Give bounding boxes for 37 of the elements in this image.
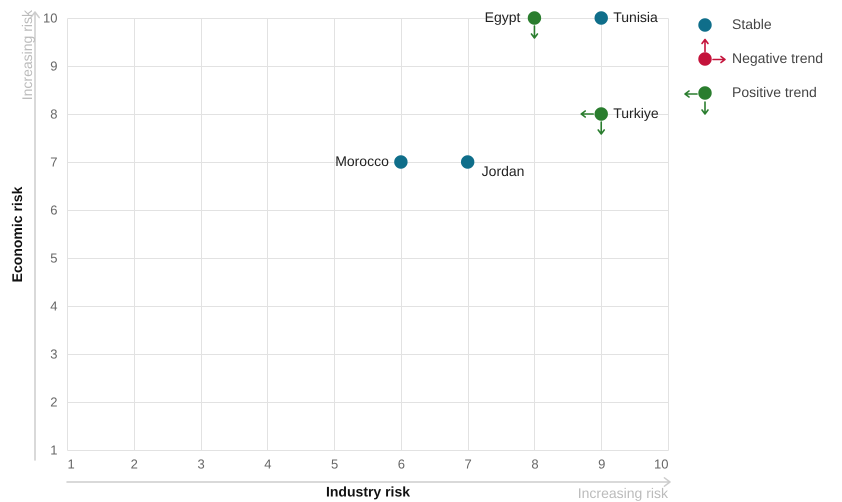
annotation: Tunisia [613, 9, 658, 25]
x-tick-label: 4 [264, 456, 272, 472]
x-tick-label: 10 [654, 456, 668, 472]
y-tick-label: 7 [50, 154, 58, 170]
text: Increasing risk [578, 485, 668, 501]
y-tick-label: 6 [50, 202, 58, 218]
x-tick-label: 5 [330, 456, 338, 472]
x-axis-title: Industry risk [326, 484, 410, 500]
y-tick-label: 8 [50, 106, 58, 122]
point [460, 155, 474, 169]
annotation: Turkiye [613, 105, 659, 121]
legend-label: Negative trend [732, 50, 824, 66]
y-axis-title: Economic risk [9, 186, 26, 282]
annotation: Egypt [484, 9, 521, 25]
y-tick-label: 9 [50, 58, 58, 74]
point [594, 11, 608, 25]
y-tick-label: 3 [50, 346, 58, 362]
x-tick-label: 3 [197, 456, 205, 472]
annotation: Jordan [482, 163, 524, 179]
x-tick-label: 6 [398, 456, 406, 472]
point [528, 11, 542, 25]
point [394, 155, 408, 169]
text: Increasing risk [19, 10, 35, 100]
legend-label: Positive trend [732, 84, 817, 100]
y-tick-label: 1 [50, 442, 58, 458]
x-tick-label: 7 [464, 456, 472, 472]
annotation: Morocco [335, 153, 390, 169]
x-tick-label: 2 [130, 456, 138, 472]
y-tick-label: 4 [50, 298, 58, 314]
y-tick-label: 10 [43, 10, 58, 26]
point [594, 107, 608, 121]
y-tick-label: 5 [50, 250, 58, 266]
x-tick-label: 1 [68, 456, 75, 472]
y-tick-label: 2 [50, 394, 58, 410]
x-tick-label: 8 [531, 456, 539, 472]
x-tick-label: 9 [598, 456, 606, 472]
legend-label: Stable [732, 16, 772, 32]
